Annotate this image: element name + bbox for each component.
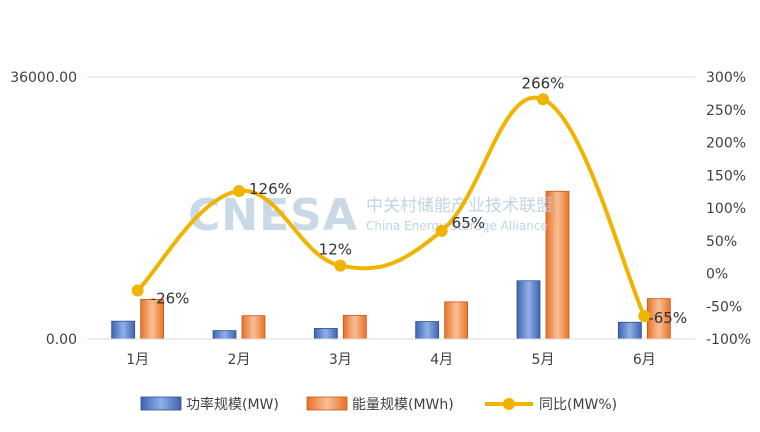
watermark: CNESA 中关村储能产业技术联盟 China Energy Storage A… xyxy=(188,190,553,241)
legend-label: 功率规模(MW) xyxy=(186,396,279,413)
axes: 36000.00 0.00 -100% -50% 0% 50% 100% 150% 200% 25… xyxy=(10,70,751,368)
yoy-line-path xyxy=(135,95,647,319)
x-tick: 3月 xyxy=(329,352,352,368)
yoy-data-label: -26% xyxy=(151,290,190,308)
yoy-point xyxy=(233,184,245,197)
y-right-tick: 150% xyxy=(706,168,746,184)
y-right-tick: -100% xyxy=(706,332,751,348)
x-tick: 5月 xyxy=(532,352,555,368)
y-right-tick: 200% xyxy=(706,136,746,152)
bar-power xyxy=(516,280,541,340)
watermark-cn: 中关村储能产业技术联盟 xyxy=(366,196,553,216)
legend-marker xyxy=(503,398,515,410)
yoy-point xyxy=(131,284,144,297)
x-tick: 1月 xyxy=(126,352,149,368)
yoy-point xyxy=(334,259,347,272)
x-tick: 4月 xyxy=(430,352,453,368)
bar-power xyxy=(415,321,440,340)
yoy-point xyxy=(638,310,651,323)
watermark-en: China Energy Storage Alliance xyxy=(366,219,548,233)
yoy-data-label: -65% xyxy=(648,309,687,327)
y-right-tick: 50% xyxy=(706,234,737,250)
y-right-tick: 250% xyxy=(706,103,746,119)
y-right-tick: 100% xyxy=(706,201,746,217)
bar-energy xyxy=(444,301,469,340)
yoy-point xyxy=(537,93,549,106)
x-tick: 6月 xyxy=(633,352,656,368)
legend-swatch xyxy=(140,396,182,411)
bar-power xyxy=(617,321,642,340)
legend: 功率规模(MW) 能量规模(MWh) 同比(MW%) xyxy=(140,396,617,413)
y-right-tick: -50% xyxy=(706,299,742,315)
legend-label: 能量规模(MWh) xyxy=(352,397,454,413)
y-left-tick: 0.00 xyxy=(46,332,77,348)
bar-power xyxy=(212,330,237,340)
bar-energy xyxy=(241,315,266,340)
yoy-point xyxy=(435,224,448,237)
y-right-tick: 300% xyxy=(706,70,746,86)
yoy-data-label: 12% xyxy=(319,241,352,259)
yoy-data-label: 65% xyxy=(452,214,485,232)
y-left-tick: 36000.00 xyxy=(10,70,77,86)
bar-energy xyxy=(342,314,367,340)
y-right-tick: 0% xyxy=(706,267,728,283)
bar-power xyxy=(111,320,136,340)
yoy-data-label: 126% xyxy=(249,180,292,198)
legend-swatch xyxy=(306,396,348,411)
x-tick: 2月 xyxy=(228,352,251,368)
legend-label: 同比(MW%) xyxy=(539,397,617,413)
bars xyxy=(111,190,671,340)
yoy-line: -26% 126% 12% 65% 266% -65% xyxy=(131,74,687,327)
bar-power xyxy=(313,328,338,340)
yoy-data-label: 266% xyxy=(522,74,565,92)
